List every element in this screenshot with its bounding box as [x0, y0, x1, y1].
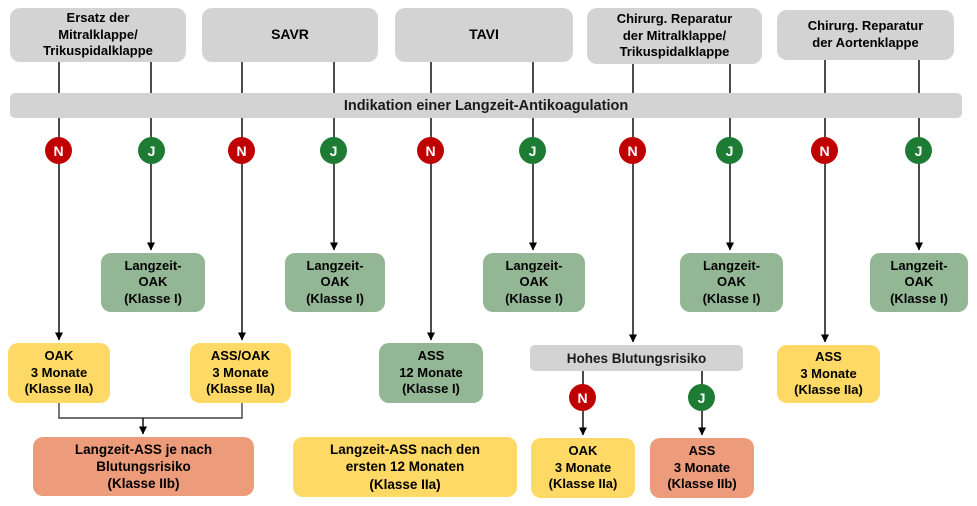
bleeding-risk-bar: Hohes Blutungsrisiko: [530, 345, 743, 371]
procedure-box-savr: SAVR: [202, 8, 378, 62]
outcome-ass-3-monate-iib: ASS 3 Monate (Klasse IIb): [650, 438, 754, 498]
procedure-box-aortic-repair: Chirurg. Reparatur der Aortenklappe: [777, 10, 954, 60]
decision-circle-no-4: N: [619, 137, 646, 164]
outcome-langzeit-oak-4: Langzeit- OAK (Klasse I): [680, 253, 783, 312]
decision-circle-yes-5: J: [905, 137, 932, 164]
decision-circle-yes-4: J: [716, 137, 743, 164]
outcome-ass-oak-3-monate: ASS/OAK 3 Monate (Klasse IIa): [190, 343, 291, 403]
decision-circle-yes-1: J: [138, 137, 165, 164]
outcome-langzeit-oak-5: Langzeit- OAK (Klasse I): [870, 253, 968, 312]
decision-circle-no-3: N: [417, 137, 444, 164]
outcome-langzeit-oak-3: Langzeit- OAK (Klasse I): [483, 253, 585, 312]
decision-circle-yes-2: J: [320, 137, 347, 164]
outcome-ass-3-monate-iia: ASS 3 Monate (Klasse IIa): [777, 345, 880, 403]
outcome-ass-12-monate: ASS 12 Monate (Klasse I): [379, 343, 483, 403]
decision-circle-yes-3: J: [519, 137, 546, 164]
procedure-box-mitral-repair: Chirurg. Reparatur der Mitralklappe/ Tri…: [587, 8, 762, 64]
decision-circle-no-bleeding: N: [569, 384, 596, 411]
outcome-langzeit-ass-12-monaten: Langzeit-ASS nach den ersten 12 Monaten …: [293, 437, 517, 497]
outcome-langzeit-oak-2: Langzeit- OAK (Klasse I): [285, 253, 385, 312]
decision-circle-yes-bleeding: J: [688, 384, 715, 411]
outcome-oak-3-monate: OAK 3 Monate (Klasse IIa): [8, 343, 110, 403]
indication-bar: Indikation einer Langzeit-Antikoagulatio…: [10, 93, 962, 118]
procedure-box-tavi: TAVI: [395, 8, 573, 62]
decision-circle-no-5: N: [811, 137, 838, 164]
outcome-langzeit-oak-1: Langzeit- OAK (Klasse I): [101, 253, 205, 312]
decision-circle-no-1: N: [45, 137, 72, 164]
outcome-langzeit-ass-blutungsrisiko: Langzeit-ASS je nach Blutungsrisiko (Kla…: [33, 437, 254, 496]
decision-circle-no-2: N: [228, 137, 255, 164]
procedure-box-mitral-replacement: Ersatz der Mitralklappe/ Trikuspidalklap…: [10, 8, 186, 62]
outcome-oak-3-monate-iia: OAK 3 Monate (Klasse IIa): [531, 438, 635, 498]
